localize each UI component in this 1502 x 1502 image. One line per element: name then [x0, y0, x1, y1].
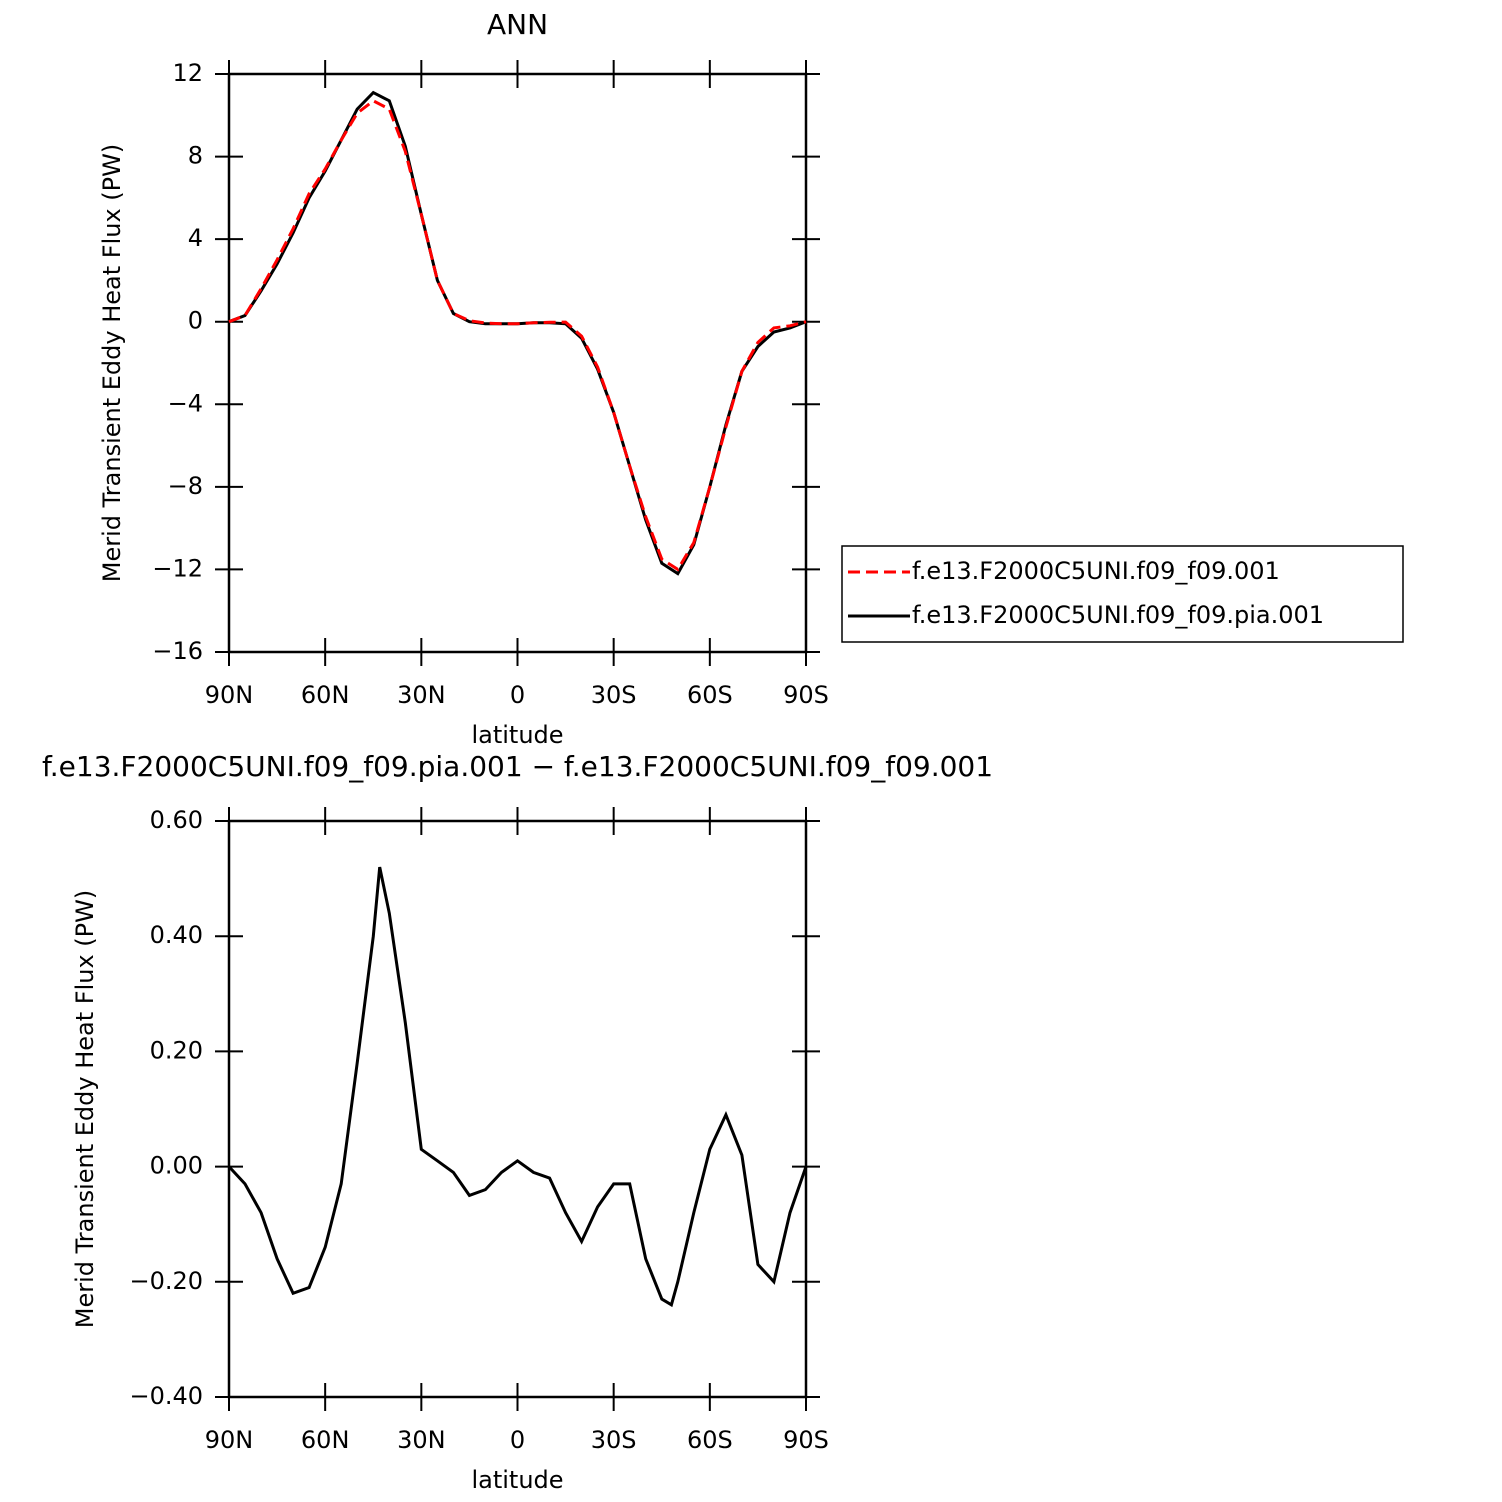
x-tick-label: 30N [397, 681, 446, 709]
y-tick-label: −16 [152, 637, 203, 665]
x-tick-label: 0 [510, 681, 525, 709]
y-tick-label: 0.20 [150, 1036, 203, 1064]
x-tick-label: 30N [397, 1426, 446, 1454]
legend-box [841, 545, 1404, 643]
y-tick-label: 0.40 [150, 921, 203, 949]
data-line [228, 99, 807, 572]
x-tick-label: 60N [301, 1426, 350, 1454]
y-axis-label: Merid Transient Eddy Heat Flux (PW) [98, 144, 126, 582]
legend-label: f.e13.F2000C5UNI.f09_f09.pia.001 [912, 601, 1324, 629]
x-tick-label: 60N [301, 681, 350, 709]
x-tick-label: 30S [591, 1426, 637, 1454]
y-tick-label: −8 [168, 472, 203, 500]
plot-frame [227, 72, 808, 654]
y-tick-label: −0.20 [129, 1267, 203, 1295]
y-tick-label: −0.40 [129, 1382, 203, 1410]
x-axis-label: latitude [471, 721, 563, 749]
x-tick-label: 60S [687, 1426, 733, 1454]
y-tick-label: 0.60 [150, 806, 203, 834]
y-tick-label: 12 [172, 59, 203, 87]
x-axis-label: latitude [471, 1466, 563, 1494]
x-tick-label: 90N [205, 1426, 254, 1454]
y-axis-label: Merid Transient Eddy Heat Flux (PW) [71, 890, 99, 1328]
data-line [227, 866, 808, 1308]
chart-title: f.e13.F2000C5UNI.f09_f09.pia.001 − f.e13… [42, 750, 993, 783]
y-tick-label: 0 [188, 307, 203, 335]
plot-frame [227, 819, 808, 1399]
y-tick-label: 0.00 [150, 1152, 203, 1180]
x-tick-label: 90S [783, 1426, 829, 1454]
x-tick-label: 90N [205, 681, 254, 709]
chart-title: ANN [487, 8, 548, 41]
y-tick-label: −12 [152, 554, 203, 582]
legend-label: f.e13.F2000C5UNI.f09_f09.001 [912, 557, 1280, 585]
x-tick-label: 0 [510, 1426, 525, 1454]
y-tick-label: 4 [188, 224, 203, 252]
x-tick-label: 30S [591, 681, 637, 709]
x-tick-label: 60S [687, 681, 733, 709]
data-line [228, 90, 807, 576]
y-tick-label: −4 [168, 389, 203, 417]
x-tick-label: 90S [783, 681, 829, 709]
y-tick-label: 8 [188, 142, 203, 170]
